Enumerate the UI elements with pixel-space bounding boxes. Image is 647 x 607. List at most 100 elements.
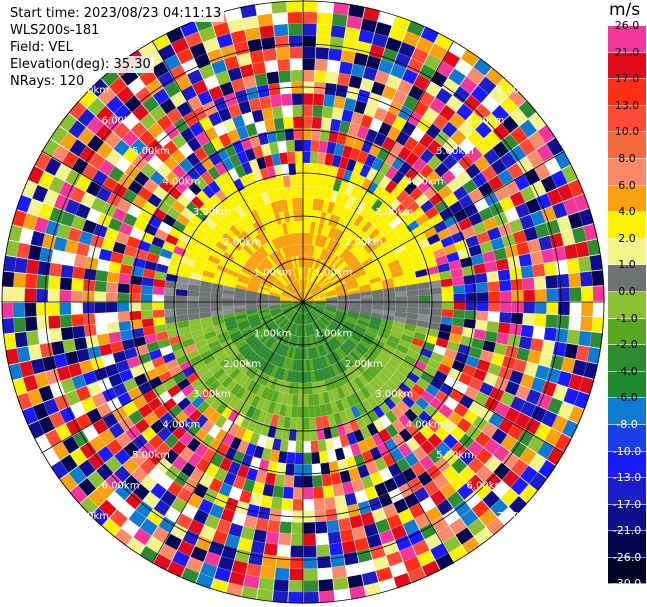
radar-gate <box>530 377 546 393</box>
colorbar-tick-label: 8.0 <box>618 151 636 165</box>
radar-gate <box>311 128 321 141</box>
radar-gate <box>366 167 378 182</box>
radar-gate <box>246 503 260 518</box>
radar-gate <box>321 368 329 381</box>
radar-gate <box>341 109 354 123</box>
radar-gate <box>369 544 386 560</box>
radar-gate <box>342 481 355 495</box>
radar-gate <box>390 353 404 365</box>
radar-gate <box>302 151 311 163</box>
radar-gate <box>353 52 369 67</box>
radar-gate <box>346 353 358 365</box>
radar-gate <box>385 254 399 265</box>
radar-gate <box>346 338 357 349</box>
radar-gate <box>429 43 448 61</box>
radar-gate <box>424 80 442 98</box>
radar-gate <box>302 139 312 152</box>
radar-gate <box>376 388 389 401</box>
radar-gate <box>398 442 413 458</box>
radar-gate <box>435 441 451 457</box>
radar-gate <box>152 286 165 295</box>
radar-gate <box>433 220 448 234</box>
radar-gate <box>293 116 303 129</box>
radar-gate <box>432 411 448 426</box>
radar-gate <box>326 519 340 533</box>
radar-gate <box>476 310 489 321</box>
radar-gate <box>107 321 120 334</box>
radar-gate <box>353 376 365 390</box>
radar-gate <box>439 383 454 397</box>
radar-gate <box>406 389 421 403</box>
radar-gate <box>375 202 388 216</box>
radar-gate <box>291 533 304 546</box>
radar-gate <box>303 487 314 500</box>
radar-gate <box>303 440 312 453</box>
radar-gate <box>302 163 310 175</box>
radar-gate <box>371 391 384 405</box>
radar-gate <box>349 241 361 253</box>
radar-gate <box>289 174 297 187</box>
radar-gate <box>332 376 341 389</box>
radar-gate <box>465 292 477 302</box>
radar-gate <box>369 276 382 284</box>
radar-gate <box>331 228 340 241</box>
radar-gate <box>322 485 335 498</box>
radar-gate <box>262 554 277 568</box>
radar-gate <box>368 363 381 376</box>
radar-gate <box>386 513 403 530</box>
radar-gate <box>387 358 401 370</box>
radar-gate <box>60 326 74 341</box>
radar-gate <box>344 27 360 41</box>
radar-gate <box>499 312 512 324</box>
radar-gate <box>388 26 407 42</box>
radar-gate <box>407 301 419 308</box>
radar-gate <box>494 401 510 418</box>
radar-gate <box>334 243 344 256</box>
radar-gate <box>511 458 529 477</box>
radar-gate <box>425 383 440 397</box>
radar-gate <box>417 281 430 290</box>
radar-gate <box>381 85 397 101</box>
radar-gate <box>361 370 373 383</box>
radar-gate <box>351 526 367 541</box>
radar-gate <box>331 202 341 216</box>
radar-gate <box>415 325 428 335</box>
radar-gate <box>581 301 593 317</box>
colorbar-tick-label: 6.0 <box>618 178 636 192</box>
radar-gate <box>302 12 318 24</box>
radar-gate <box>364 382 377 396</box>
radar-gate <box>119 329 133 341</box>
radar-gate <box>317 439 327 452</box>
radar-gate <box>514 412 531 429</box>
radar-gate <box>140 285 153 295</box>
radar-gate <box>25 316 38 332</box>
radar-gate <box>316 427 325 441</box>
radar-gate <box>314 175 323 188</box>
radar-gate <box>323 237 332 250</box>
radar-gate <box>71 278 84 291</box>
radar-gate <box>370 471 384 486</box>
radar-gate <box>345 278 357 286</box>
radar-gate <box>411 142 427 158</box>
radar-gate <box>430 543 449 560</box>
radar-gate <box>384 180 398 194</box>
radar-gate <box>305 244 309 256</box>
radar-gate <box>222 297 234 303</box>
radar-gate <box>384 363 397 375</box>
radar-gate <box>340 234 351 246</box>
radar-gate <box>355 188 367 202</box>
radar-gate <box>422 252 436 263</box>
radar-gate <box>392 115 407 131</box>
radar-gate <box>430 351 444 363</box>
range-ring-label: 5.00km <box>436 450 474 461</box>
radar-gate <box>487 362 502 377</box>
radar-gate <box>484 472 502 491</box>
radar-gate <box>302 209 308 221</box>
radar-gate <box>314 345 322 358</box>
radar-gate <box>95 323 109 335</box>
radar-gate <box>285 140 295 153</box>
range-ring-label: 1.00km <box>254 268 292 279</box>
radar-gate <box>453 293 466 302</box>
radar-gate <box>372 418 386 433</box>
radar-gate <box>379 414 392 429</box>
